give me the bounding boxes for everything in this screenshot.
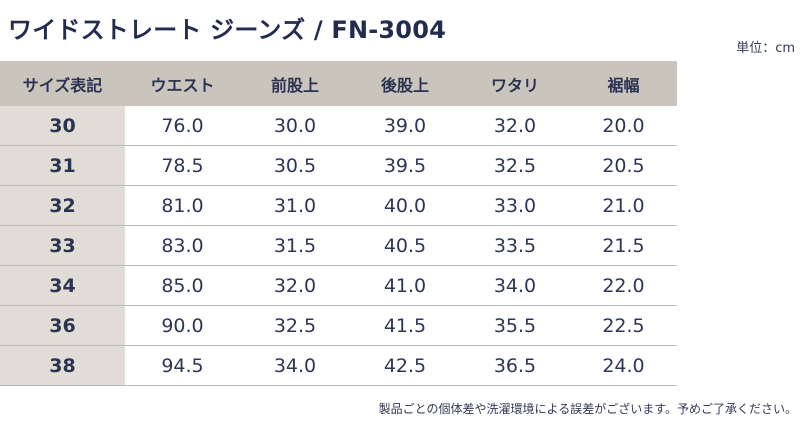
table-row: 32 81.0 31.0 40.0 33.0 21.0 xyxy=(0,185,677,226)
size-cell: 38 xyxy=(0,345,125,386)
thigh-cell: 36.5 xyxy=(460,345,570,386)
hem-cell: 22.0 xyxy=(570,265,677,306)
back-rise-cell: 40.0 xyxy=(350,185,460,226)
footnote: 製品ごとの個体差や洗濯環境による誤差がございます。予めご了承ください。 xyxy=(378,402,797,416)
back-rise-cell: 39.5 xyxy=(350,145,460,186)
header-back-rise: 後股上 xyxy=(350,61,460,106)
hem-cell: 20.5 xyxy=(570,145,677,186)
thigh-cell: 33.5 xyxy=(460,225,570,266)
header-size: サイズ表記 xyxy=(0,61,125,106)
size-cell: 34 xyxy=(0,265,125,306)
table-row: 33 83.0 31.5 40.5 33.5 21.5 xyxy=(0,225,677,266)
size-cell: 33 xyxy=(0,225,125,266)
table-row: 38 94.5 34.0 42.5 36.5 24.0 xyxy=(0,345,677,386)
hem-cell: 20.0 xyxy=(570,106,677,146)
front-rise-cell: 30.0 xyxy=(240,106,350,146)
thigh-cell: 35.5 xyxy=(460,305,570,346)
front-rise-cell: 32.5 xyxy=(240,305,350,346)
hem-cell: 24.0 xyxy=(570,345,677,386)
hem-cell: 21.0 xyxy=(570,185,677,226)
header-thigh: ワタリ xyxy=(460,61,570,106)
waist-cell: 94.5 xyxy=(125,345,240,386)
table-row: 34 85.0 32.0 41.0 34.0 22.0 xyxy=(0,265,677,306)
front-rise-cell: 30.5 xyxy=(240,145,350,186)
table-row: 31 78.5 30.5 39.5 32.5 20.5 xyxy=(0,145,677,186)
hem-cell: 22.5 xyxy=(570,305,677,346)
waist-cell: 81.0 xyxy=(125,185,240,226)
table-row: 36 90.0 32.5 41.5 35.5 22.5 xyxy=(0,305,677,346)
thigh-cell: 32.0 xyxy=(460,106,570,146)
header-waist: ウエスト xyxy=(125,61,240,106)
waist-cell: 83.0 xyxy=(125,225,240,266)
size-cell: 32 xyxy=(0,185,125,226)
thigh-cell: 32.5 xyxy=(460,145,570,186)
header-front-rise: 前股上 xyxy=(240,61,350,106)
front-rise-cell: 31.0 xyxy=(240,185,350,226)
back-rise-cell: 41.5 xyxy=(350,305,460,346)
hem-cell: 21.5 xyxy=(570,225,677,266)
front-rise-cell: 32.0 xyxy=(240,265,350,306)
page-title: ワイドストレート ジーンズ / FN-3004 xyxy=(8,16,446,44)
size-cell: 30 xyxy=(0,106,125,146)
header-hem: 裾幅 xyxy=(570,61,677,106)
size-cell: 36 xyxy=(0,305,125,346)
waist-cell: 85.0 xyxy=(125,265,240,306)
unit-label: 単位：cm xyxy=(736,41,795,56)
back-rise-cell: 39.0 xyxy=(350,106,460,146)
waist-cell: 76.0 xyxy=(125,106,240,146)
table-header-row: サイズ表記 ウエスト 前股上 後股上 ワタリ 裾幅 xyxy=(0,61,677,106)
thigh-cell: 34.0 xyxy=(460,265,570,306)
size-cell: 31 xyxy=(0,145,125,186)
waist-cell: 78.5 xyxy=(125,145,240,186)
thigh-cell: 33.0 xyxy=(460,185,570,226)
front-rise-cell: 31.5 xyxy=(240,225,350,266)
waist-cell: 90.0 xyxy=(125,305,240,346)
size-table: サイズ表記 ウエスト 前股上 後股上 ワタリ 裾幅 30 76.0 30.0 3… xyxy=(0,61,677,386)
back-rise-cell: 40.5 xyxy=(350,225,460,266)
table-row: 30 76.0 30.0 39.0 32.0 20.0 xyxy=(0,106,677,146)
back-rise-cell: 42.5 xyxy=(350,345,460,386)
front-rise-cell: 34.0 xyxy=(240,345,350,386)
back-rise-cell: 41.0 xyxy=(350,265,460,306)
